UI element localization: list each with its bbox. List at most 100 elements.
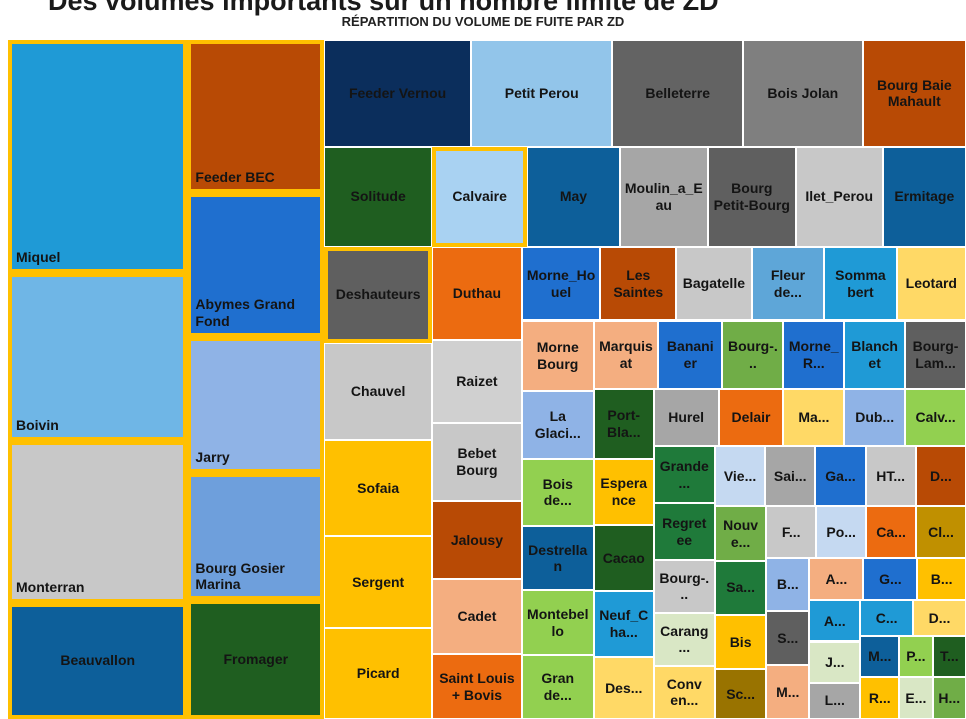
tile-label: Saint Louis + Bovis [439,669,515,703]
tile-label: Des... [605,679,643,696]
tile-label: A... [823,612,846,629]
treemap-tile: Raizet [432,340,522,424]
treemap-tile: Morne_Houel [521,246,601,321]
treemap-tile: Leotard [896,246,966,321]
treemap-tile: Bebet Bourg [432,423,522,502]
treemap-tile: R... [860,677,900,719]
treemap-tile: Nouve... [714,506,767,561]
treemap-tile: Saint Louis + Bovis [432,654,522,719]
tile-label: Sa... [726,579,755,596]
treemap-tile: Bis [714,614,767,670]
tile-label: Grande... [659,457,709,491]
tile-label: Bis [729,633,752,650]
tile-label: Po... [826,523,856,540]
treemap-tile: Cadet [432,578,522,655]
treemap-tile: Picard [324,627,433,719]
treemap-tile: Hurel [653,389,719,447]
treemap-tile: Ma... [783,389,845,447]
treemap-tile: May [527,146,620,247]
treemap-tile: F... [766,506,817,558]
tile-label: Sofaia [357,479,400,496]
treemap-tile: Jalousy [432,501,522,579]
tile-label: Les Saintes [613,266,664,300]
treemap-tile: HT... [865,446,916,507]
treemap-tile: Grande... [653,446,715,504]
tile-label: HT... [876,467,906,484]
treemap-tile: Morne Bourg [521,320,594,392]
treemap-tile: Blanchet [844,320,906,390]
treemap-tile: Port-Bla... [593,389,654,459]
tile-label: Boivin [16,417,59,434]
tile-label: Vie... [723,467,757,484]
treemap-tile: Neuf_Cha... [593,590,654,657]
tile-label: Calv... [915,409,956,426]
treemap-tile: Des... [593,656,654,719]
tile-label: Solitude [350,188,406,205]
tile-label: Conv en... [666,675,702,709]
tile-label: Miquel [16,249,61,265]
tile-label: Jalousy [450,531,503,548]
treemap-tile: Feeder Vernou [324,40,471,147]
tile-label: Destrellan [528,541,588,575]
tile-label: May [559,188,588,205]
treemap-tile: Sai... [765,446,816,507]
tile-label: H... [938,689,961,706]
tile-label: C... [875,609,898,626]
treemap-tile: Bourg-... [653,559,715,613]
tile-label: Raizet [456,373,498,390]
tile-label: Esperance [600,475,648,508]
tile-label: Beauvallon [60,652,136,669]
treemap-tile: Bourg Gosier Marina [187,472,325,601]
treemap-tile: C... [860,600,914,636]
treemap-tile: Chauvel [324,343,433,440]
treemap-tile: Deshauteurs [324,246,433,344]
tile-label: Ga... [825,467,856,484]
tile-label: Somma bert [835,266,886,300]
page-heading: Des volumes importants sur un nombre lim… [48,0,719,16]
tile-label: Moulin_a_Eau [624,179,703,213]
tile-label: J... [825,653,845,670]
tile-label: Ma... [798,409,830,426]
treemap-tile: Petit Perou [471,40,613,147]
tile-label: Bourg-... [659,569,710,603]
treemap-tile: Cacao [593,524,654,591]
treemap-tile: Miquel [8,40,188,273]
tile-label: Picard [356,664,400,681]
tile-label: Petit Perou [504,84,579,101]
treemap-tile: Belleterre [612,40,743,147]
treemap-tile: Abymes Grand Fond [187,192,325,338]
treemap-tile: Cl... [916,506,966,558]
tile-label: Morne Bourg [536,339,579,372]
treemap-tile: T... [932,635,966,678]
tile-label: M... [776,683,800,700]
tile-label: D... [928,609,951,626]
treemap-tile: Ga... [815,446,866,507]
treemap-tile: H... [932,677,966,719]
tile-label: M... [868,648,892,665]
tile-label: Monterran [16,578,85,595]
tile-label: Feeder BEC [195,168,275,185]
treemap-tile: A... [809,600,861,642]
tile-label: Bourg Petit-Bourg [713,179,790,213]
tile-label: Cacao [602,549,645,566]
treemap-tile: D... [915,446,966,507]
treemap-tile: Calvaire [432,146,528,247]
tile-label: Belleterre [645,84,710,101]
tile-label: Blanchet [851,338,898,371]
tile-label: Nouve... [723,516,759,550]
tile-label: R... [868,689,891,706]
tile-label: Deshauteurs [335,286,421,303]
treemap-tile: Bourg-... [722,320,784,390]
treemap-tile: Gran de... [521,654,594,719]
tile-label: Bebet Bourg [456,445,498,479]
tile-label: S... [777,629,799,646]
treemap-tile: Sofaia [324,439,433,537]
tile-label: Regretee [662,514,707,548]
treemap-tile: Ilet_Perou [795,146,883,247]
tile-label: Carang... [660,622,709,656]
treemap-tile: Marquisat [593,320,659,390]
treemap-tile: S... [766,611,810,666]
treemap-tile: Calv... [905,389,966,447]
tile-label: E... [905,689,927,706]
